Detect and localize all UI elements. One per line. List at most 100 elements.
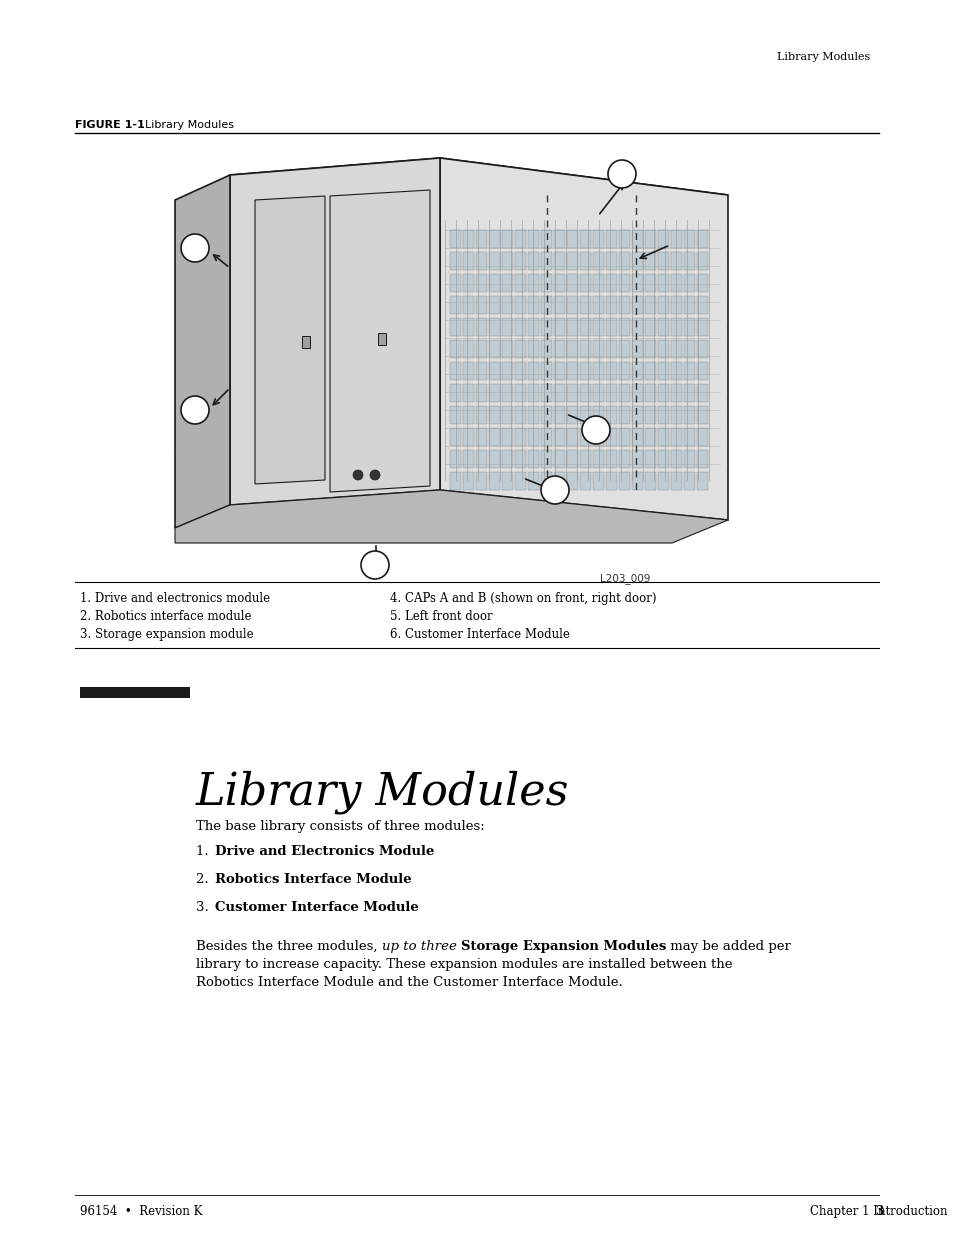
Bar	[450, 317, 460, 336]
Bar	[476, 296, 486, 314]
Bar	[489, 406, 499, 424]
Bar	[631, 384, 642, 403]
Bar	[515, 362, 525, 380]
Bar	[476, 230, 486, 248]
Bar	[462, 429, 474, 446]
Bar	[476, 362, 486, 380]
Bar	[501, 362, 513, 380]
Bar	[462, 274, 474, 291]
Bar	[527, 296, 538, 314]
Bar	[644, 230, 656, 248]
Bar	[489, 230, 499, 248]
Bar	[644, 362, 656, 380]
Bar	[462, 340, 474, 358]
Bar	[670, 230, 681, 248]
Bar	[554, 406, 564, 424]
Bar	[554, 450, 564, 468]
Bar	[501, 340, 513, 358]
Bar	[593, 384, 603, 403]
Bar	[683, 406, 695, 424]
Bar	[631, 472, 642, 490]
Bar	[658, 274, 668, 291]
Bar	[631, 252, 642, 270]
Bar	[540, 362, 552, 380]
Bar	[450, 230, 460, 248]
Bar	[527, 230, 538, 248]
Bar	[683, 252, 695, 270]
Bar	[618, 230, 629, 248]
Bar	[644, 429, 656, 446]
Bar	[501, 472, 513, 490]
Text: 3. Storage expansion module: 3. Storage expansion module	[80, 629, 253, 641]
Bar	[554, 230, 564, 248]
Bar	[489, 340, 499, 358]
Bar	[644, 252, 656, 270]
Bar	[618, 429, 629, 446]
Bar	[515, 384, 525, 403]
Bar	[658, 317, 668, 336]
Bar	[644, 274, 656, 291]
Bar	[489, 384, 499, 403]
Text: 2. Robotics interface module: 2. Robotics interface module	[80, 610, 252, 622]
Bar	[579, 340, 590, 358]
Text: Library Modules: Library Modules	[145, 120, 233, 130]
Bar	[605, 230, 617, 248]
Bar	[501, 450, 513, 468]
Bar	[593, 252, 603, 270]
Bar	[476, 340, 486, 358]
Bar	[658, 429, 668, 446]
Bar	[579, 274, 590, 291]
Bar	[658, 362, 668, 380]
Text: Library Modules: Library Modules	[776, 52, 869, 62]
Bar	[579, 429, 590, 446]
Polygon shape	[254, 196, 325, 484]
Bar	[579, 252, 590, 270]
Bar	[579, 384, 590, 403]
Bar	[489, 274, 499, 291]
Bar	[80, 687, 190, 698]
Bar	[554, 274, 564, 291]
Bar	[605, 296, 617, 314]
Polygon shape	[174, 175, 230, 529]
Bar	[683, 230, 695, 248]
Bar	[476, 429, 486, 446]
Circle shape	[540, 475, 568, 504]
Bar	[697, 362, 707, 380]
Bar	[618, 472, 629, 490]
Bar	[697, 340, 707, 358]
Bar	[462, 317, 474, 336]
Bar	[489, 472, 499, 490]
Bar	[554, 317, 564, 336]
Bar	[644, 317, 656, 336]
Bar	[670, 429, 681, 446]
Bar	[644, 296, 656, 314]
Text: Customer Interface Module: Customer Interface Module	[214, 902, 418, 914]
Bar	[593, 472, 603, 490]
Text: 1.: 1.	[195, 845, 217, 858]
Bar	[462, 450, 474, 468]
Bar	[670, 362, 681, 380]
Bar	[631, 406, 642, 424]
Bar	[670, 384, 681, 403]
Bar	[566, 429, 578, 446]
Bar	[683, 450, 695, 468]
Bar	[697, 384, 707, 403]
Bar	[476, 317, 486, 336]
Bar	[631, 362, 642, 380]
Bar	[566, 450, 578, 468]
Bar	[605, 362, 617, 380]
Bar	[579, 362, 590, 380]
Polygon shape	[174, 490, 727, 543]
Bar	[450, 274, 460, 291]
Bar	[476, 384, 486, 403]
Bar	[683, 472, 695, 490]
Text: L203_009: L203_009	[599, 573, 649, 584]
Bar	[683, 274, 695, 291]
Bar	[683, 362, 695, 380]
Bar	[697, 317, 707, 336]
Bar	[644, 450, 656, 468]
Bar	[579, 296, 590, 314]
Bar	[631, 429, 642, 446]
Bar	[527, 429, 538, 446]
Bar	[462, 252, 474, 270]
